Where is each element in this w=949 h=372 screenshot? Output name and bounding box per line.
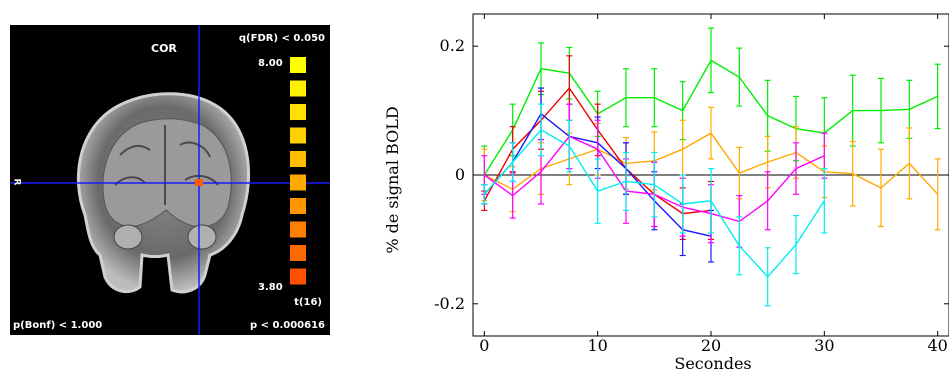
y-tick-label: 0 bbox=[455, 165, 465, 184]
scale-swatch bbox=[290, 268, 306, 285]
view-label: COR bbox=[151, 42, 177, 55]
scale-swatch bbox=[290, 151, 306, 167]
series-group bbox=[481, 27, 941, 307]
scale-swatch bbox=[290, 80, 306, 97]
series-5 bbox=[481, 103, 828, 307]
y-tick-label: 0.2 bbox=[440, 36, 465, 55]
scale-swatch bbox=[290, 245, 306, 261]
scale-max-label: 8.00 bbox=[258, 58, 283, 69]
scale-swatch bbox=[290, 57, 306, 73]
x-tick-label: 0 bbox=[479, 336, 489, 355]
bold-signal-chart: 0 10 20 30 40 -0.2 0 0.2 Secondes % de signal B… bbox=[383, 13, 949, 372]
axis-ticks: 0 10 20 30 40 -0.2 0 0.2 bbox=[434, 14, 949, 355]
fdr-threshold-label: q(FDR) < 0.050 bbox=[238, 33, 325, 44]
bonferroni-label: p(Bonf) < 1.000 bbox=[13, 320, 103, 331]
side-label: R bbox=[11, 178, 22, 186]
x-tick-label: 10 bbox=[587, 336, 607, 355]
y-tick-label: -0.2 bbox=[434, 294, 465, 313]
scale-swatch bbox=[290, 221, 306, 238]
x-tick-label: 20 bbox=[701, 336, 721, 355]
color-scale-bar bbox=[290, 57, 306, 285]
brain-slice-image bbox=[10, 25, 330, 335]
x-tick-label: 40 bbox=[927, 336, 947, 355]
activation-blob bbox=[195, 179, 203, 186]
scale-swatch bbox=[290, 198, 306, 214]
stat-label: t(16) bbox=[294, 297, 322, 308]
p-value-label: p < 0.000616 bbox=[249, 320, 325, 331]
x-tick-label: 30 bbox=[814, 336, 834, 355]
brain-image-panel[interactable]: COR q(FDR) < 0.050 8.00 3.80 t(16) p(Bon… bbox=[10, 25, 330, 335]
x-axis-title: Secondes bbox=[674, 354, 751, 372]
y-axis-title: % de signal BOLD bbox=[383, 106, 402, 253]
scale-swatch bbox=[290, 104, 306, 120]
scale-swatch bbox=[290, 174, 306, 191]
scale-min-label: 3.80 bbox=[258, 282, 283, 293]
scale-swatch bbox=[290, 127, 306, 144]
